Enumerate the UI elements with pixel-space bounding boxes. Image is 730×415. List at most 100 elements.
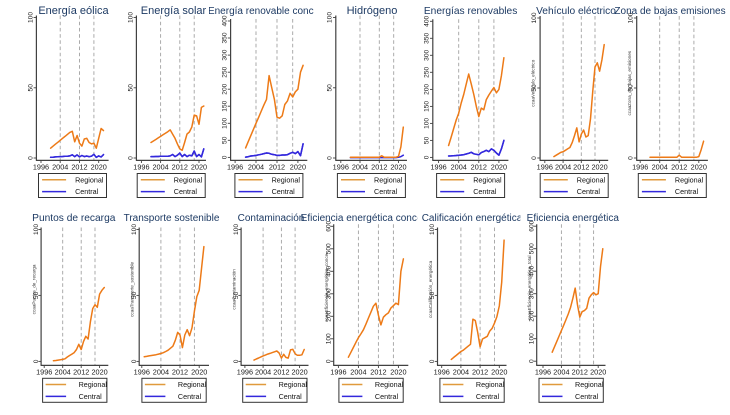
svg-text:2012: 2012 — [572, 368, 588, 377]
svg-text:150: 150 — [424, 101, 431, 112]
svg-text:Transporte sostenible: Transporte sostenible — [124, 213, 220, 224]
svg-text:2012: 2012 — [273, 368, 289, 377]
svg-text:400: 400 — [424, 15, 431, 26]
svg-text:Central: Central — [375, 392, 399, 401]
svg-text:100: 100 — [27, 12, 34, 23]
svg-text:Central: Central — [75, 187, 99, 196]
svg-text:Hidrógeno: Hidrógeno — [347, 5, 398, 17]
svg-text:350: 350 — [222, 32, 229, 43]
svg-text:2004: 2004 — [152, 163, 168, 172]
svg-text:Calificación energética: Calificación energética — [422, 213, 523, 224]
svg-text:200: 200 — [528, 310, 535, 321]
svg-text:0: 0 — [528, 359, 535, 363]
svg-text:600: 600 — [325, 220, 332, 231]
svg-text:Regional: Regional — [476, 380, 505, 389]
svg-text:Regional: Regional — [473, 175, 502, 184]
svg-text:100: 100 — [127, 12, 134, 23]
svg-text:Central: Central — [476, 392, 500, 401]
svg-text:Regional: Regional — [575, 380, 604, 389]
svg-text:200: 200 — [325, 310, 332, 321]
svg-text:Regional: Regional — [675, 175, 704, 184]
svg-text:0: 0 — [222, 155, 229, 159]
svg-text:100: 100 — [33, 224, 40, 235]
svg-text:0: 0 — [429, 359, 436, 363]
svg-text:Regional: Regional — [279, 380, 308, 389]
svg-text:2004: 2004 — [153, 368, 169, 377]
svg-text:ccaaContaminación: ccaaContaminación — [232, 269, 237, 310]
svg-text:1996: 1996 — [36, 368, 52, 377]
svg-text:2004: 2004 — [352, 163, 368, 172]
svg-text:1996: 1996 — [632, 163, 648, 172]
svg-text:350: 350 — [424, 32, 431, 43]
svg-text:0: 0 — [424, 155, 431, 159]
svg-text:2020: 2020 — [91, 163, 107, 172]
svg-text:0: 0 — [531, 156, 538, 160]
svg-text:2012: 2012 — [371, 163, 387, 172]
svg-text:100: 100 — [222, 117, 229, 128]
svg-text:Energías renovables: Energías renovables — [424, 6, 517, 17]
svg-text:ccaaEficiencia_energética_conc: ccaaEficiencia_energética_conce — [324, 253, 329, 322]
svg-text:Regional: Regional — [375, 380, 404, 389]
svg-text:1996: 1996 — [430, 163, 446, 172]
svg-text:600: 600 — [528, 220, 535, 231]
svg-text:2020: 2020 — [590, 368, 606, 377]
svg-text:2004: 2004 — [453, 368, 469, 377]
svg-text:2012: 2012 — [472, 368, 488, 377]
svg-text:100: 100 — [628, 12, 635, 23]
svg-text:2004: 2004 — [553, 368, 569, 377]
svg-text:50: 50 — [27, 84, 34, 92]
svg-text:Energía renovable concedida: Energía renovable concedida — [208, 6, 339, 17]
svg-text:100: 100 — [531, 12, 538, 23]
svg-text:2012: 2012 — [370, 368, 386, 377]
svg-text:200: 200 — [222, 83, 229, 94]
svg-text:2012: 2012 — [671, 163, 687, 172]
svg-text:50: 50 — [127, 84, 134, 92]
svg-text:100: 100 — [131, 224, 138, 235]
svg-text:2012: 2012 — [573, 163, 589, 172]
svg-text:100: 100 — [233, 224, 240, 235]
svg-text:2020: 2020 — [91, 368, 107, 377]
svg-text:2004: 2004 — [248, 163, 264, 172]
svg-text:500: 500 — [325, 243, 332, 254]
svg-text:250: 250 — [222, 66, 229, 77]
svg-text:2012: 2012 — [172, 368, 188, 377]
svg-text:250: 250 — [424, 66, 431, 77]
svg-text:Energía solar: Energía solar — [141, 5, 207, 17]
svg-text:Central: Central — [279, 392, 303, 401]
svg-text:2004: 2004 — [451, 163, 467, 172]
svg-text:300: 300 — [325, 288, 332, 299]
svg-text:Central: Central — [374, 187, 398, 196]
svg-text:Central: Central — [473, 187, 497, 196]
svg-text:Regional: Regional — [577, 175, 606, 184]
svg-text:50: 50 — [628, 84, 635, 92]
svg-text:ccaaCalificación_energética: ccaaCalificación_energética — [428, 260, 433, 318]
svg-text:50: 50 — [233, 291, 240, 299]
svg-text:2020: 2020 — [390, 163, 406, 172]
svg-text:300: 300 — [528, 288, 535, 299]
svg-text:2012: 2012 — [73, 368, 89, 377]
svg-text:1996: 1996 — [434, 368, 450, 377]
svg-text:Central: Central — [675, 187, 699, 196]
svg-text:2020: 2020 — [191, 163, 207, 172]
svg-text:Central: Central — [174, 187, 198, 196]
svg-text:1996: 1996 — [227, 163, 243, 172]
svg-text:2012: 2012 — [71, 163, 87, 172]
svg-text:500: 500 — [528, 243, 535, 254]
svg-text:0: 0 — [127, 156, 134, 160]
svg-text:2020: 2020 — [191, 368, 207, 377]
svg-text:2004: 2004 — [255, 368, 271, 377]
svg-text:2020: 2020 — [491, 368, 507, 377]
svg-text:1996: 1996 — [330, 368, 346, 377]
svg-text:Regional: Regional — [79, 380, 108, 389]
svg-text:0: 0 — [33, 359, 40, 363]
svg-text:2012: 2012 — [172, 163, 188, 172]
svg-text:ccaaTransporte_sostenible: ccaaTransporte_sostenible — [130, 261, 135, 316]
svg-text:Eficiencia energética concedid: Eficiencia energética concedida — [301, 213, 442, 224]
svg-text:2020: 2020 — [290, 163, 306, 172]
svg-text:Central: Central — [575, 392, 599, 401]
svg-text:0: 0 — [628, 156, 635, 160]
svg-text:Energía eólica: Energía eólica — [38, 5, 109, 17]
svg-text:1996: 1996 — [33, 163, 49, 172]
svg-text:2020: 2020 — [390, 368, 406, 377]
svg-text:1996: 1996 — [134, 368, 150, 377]
